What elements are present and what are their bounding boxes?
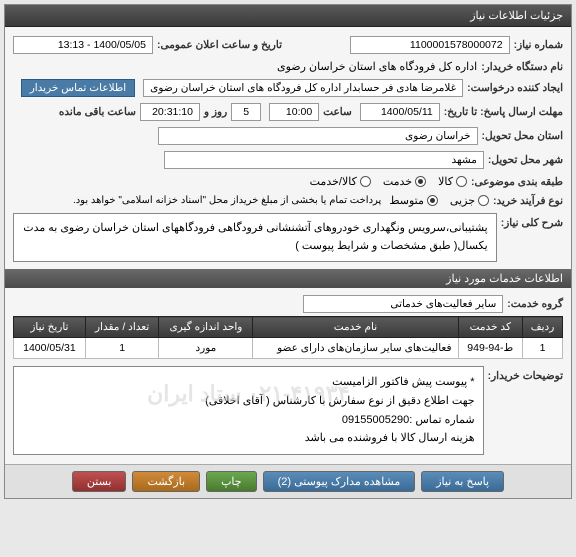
- note-line-3: شماره تماس :09155005290: [22, 411, 475, 430]
- group-label: گروه خدمت:: [507, 298, 563, 310]
- buyer-org-value: اداره کل فرودگاه های استان خراسان رضوی: [277, 60, 477, 73]
- cell-code: ط-94-949: [458, 338, 523, 359]
- col-name: نام خدمت: [253, 317, 458, 338]
- deadline-time: 10:00: [269, 103, 319, 121]
- view-docs-button[interactable]: مشاهده مدارک پیوستی (2): [263, 471, 416, 492]
- radio-khadamat-label: خدمت: [383, 175, 412, 188]
- process-radios: جزیی متوسط: [389, 194, 489, 207]
- row-creator: ایجاد کننده درخواست: غلامرضا هادی فر حسا…: [13, 76, 563, 100]
- radio-both[interactable]: کالا/خدمت: [310, 175, 371, 188]
- desc-label: شرح کلی نیاز:: [501, 213, 563, 229]
- table-header-row: ردیف کد خدمت نام خدمت واحد اندازه گیری ت…: [14, 317, 563, 338]
- cell-date: 1400/05/31: [14, 338, 86, 359]
- row-group: گروه خدمت: سایر فعالیت‌های خدماتی: [13, 292, 563, 316]
- radio-kala-label: کالا: [438, 175, 453, 188]
- cell-qty: 1: [85, 338, 159, 359]
- group-value: سایر فعالیت‌های خدماتی: [303, 295, 503, 313]
- time-label-1: ساعت: [323, 106, 352, 118]
- cell-name: فعالیت‌های سایر سازمان‌های دارای عضو: [253, 338, 458, 359]
- note-line-1: * پیوست پیش فاکتور الزامیست: [22, 373, 475, 392]
- panel-body: شماره نیاز: 1100001578000072 تاریخ و ساع…: [5, 27, 571, 464]
- radio-dot-selected-icon: [427, 195, 438, 206]
- radio-dot-icon: [456, 176, 467, 187]
- radio-small-label: جزیی: [450, 194, 475, 207]
- radio-small[interactable]: جزیی: [450, 194, 489, 207]
- radio-dot-icon: [360, 176, 371, 187]
- services-subheader: اطلاعات خدمات مورد نیاز: [5, 269, 571, 288]
- creator-label: ایجاد کننده درخواست:: [467, 82, 563, 94]
- desc-text: پشتیبانی،سرویس ونگهداری خودروهای آتشنشان…: [13, 213, 497, 262]
- radio-medium[interactable]: متوسط: [389, 194, 438, 207]
- days-remaining: 5: [231, 103, 261, 121]
- province-value: خراسان رضوی: [158, 127, 478, 145]
- announce-label: تاریخ و ساعت اعلان عمومی:: [157, 39, 282, 51]
- buyer-org-label: نام دستگاه خریدار:: [481, 61, 563, 73]
- panel-title: جزئیات اطلاعات نیاز: [470, 10, 563, 22]
- radio-kala[interactable]: کالا: [438, 175, 467, 188]
- announce-value: 1400/05/05 - 13:13: [13, 36, 153, 54]
- subject-type-radios: کالا خدمت کالا/خدمت: [310, 175, 467, 188]
- col-code: کد خدمت: [458, 317, 523, 338]
- radio-dot-icon: [478, 195, 489, 206]
- buyer-notes-box: ۰۲۱-۴۱۹۳۴ ستاد ایران * پیوست پیش فاکتور …: [13, 366, 484, 455]
- col-qty: تعداد / مقدار: [85, 317, 159, 338]
- row-city: شهر محل تحویل: مشهد: [13, 148, 563, 172]
- process-note: پرداخت تمام یا بخشی از مبلغ خریداز محل "…: [73, 195, 381, 206]
- row-buyer-notes: توضیحات خریدار: ۰۲۱-۴۱۹۳۴ ستاد ایران * پ…: [13, 363, 563, 458]
- need-no-value: 1100001578000072: [350, 36, 510, 54]
- subject-type-label: طبقه بندی موضوعی:: [471, 176, 563, 188]
- col-date: تاریخ نیاز: [14, 317, 86, 338]
- row-process: نوع فرآیند خرید: جزیی متوسط پرداخت تمام …: [13, 191, 563, 210]
- back-button[interactable]: بازگشت: [132, 471, 200, 492]
- time-remaining: 20:31:10: [140, 103, 200, 121]
- note-line-4: هزینه ارسال کالا با فروشنده می باشد: [22, 429, 475, 448]
- services-table: ردیف کد خدمت نام خدمت واحد اندازه گیری ت…: [13, 316, 563, 359]
- col-row: ردیف: [523, 317, 563, 338]
- row-deadline: مهلت ارسال پاسخ: تا تاریخ: 1400/05/11 سا…: [13, 100, 563, 124]
- panel-header: جزئیات اطلاعات نیاز: [5, 5, 571, 27]
- province-label: استان محل تحویل:: [482, 130, 563, 142]
- city-label: شهر محل تحویل:: [488, 154, 563, 166]
- buyer-notes-label: توضیحات خریدار:: [488, 366, 563, 382]
- buyer-contact-link[interactable]: اطلاعات تماس خریدار: [21, 79, 135, 97]
- note-line-2: جهت اطلاع دقیق از نوع سفارش با کارشناس (…: [22, 392, 475, 411]
- process-label: نوع فرآیند خرید:: [493, 195, 563, 207]
- col-unit: واحد اندازه گیری: [159, 317, 253, 338]
- row-buyer-org: نام دستگاه خریدار: اداره کل فرودگاه های …: [13, 57, 563, 76]
- cell-unit: مورد: [159, 338, 253, 359]
- city-value: مشهد: [164, 151, 484, 169]
- radio-medium-label: متوسط: [389, 194, 424, 207]
- row-subject-type: طبقه بندی موضوعی: کالا خدمت کالا/خدمت: [13, 172, 563, 191]
- row-desc: شرح کلی نیاز: پشتیبانی،سرویس ونگهداری خو…: [13, 210, 563, 265]
- need-details-panel: جزئیات اطلاعات نیاز شماره نیاز: 11000015…: [4, 4, 572, 499]
- need-no-label: شماره نیاز:: [514, 39, 563, 51]
- remain-label: ساعت باقی مانده: [59, 106, 136, 118]
- creator-value: غلامرضا هادی فر حسابدار اداره کل فرودگاه…: [143, 79, 463, 97]
- row-need-no: شماره نیاز: 1100001578000072 تاریخ و ساع…: [13, 33, 563, 57]
- deadline-date: 1400/05/11: [360, 103, 440, 121]
- radio-khadamat[interactable]: خدمت: [383, 175, 426, 188]
- radio-dot-selected-icon: [415, 176, 426, 187]
- cell-row: 1: [523, 338, 563, 359]
- print-button[interactable]: چاپ: [206, 471, 257, 492]
- days-and-label: روز و: [204, 106, 227, 118]
- close-button[interactable]: بستن: [72, 471, 127, 492]
- footer-buttons: پاسخ به نیاز مشاهده مدارک پیوستی (2) چاپ…: [5, 464, 571, 498]
- reply-button[interactable]: پاسخ به نیاز: [421, 471, 504, 492]
- radio-both-label: کالا/خدمت: [310, 175, 357, 188]
- deadline-label: مهلت ارسال پاسخ: تا تاریخ:: [444, 106, 563, 118]
- row-province: استان محل تحویل: خراسان رضوی: [13, 124, 563, 148]
- table-row: 1 ط-94-949 فعالیت‌های سایر سازمان‌های دا…: [14, 338, 563, 359]
